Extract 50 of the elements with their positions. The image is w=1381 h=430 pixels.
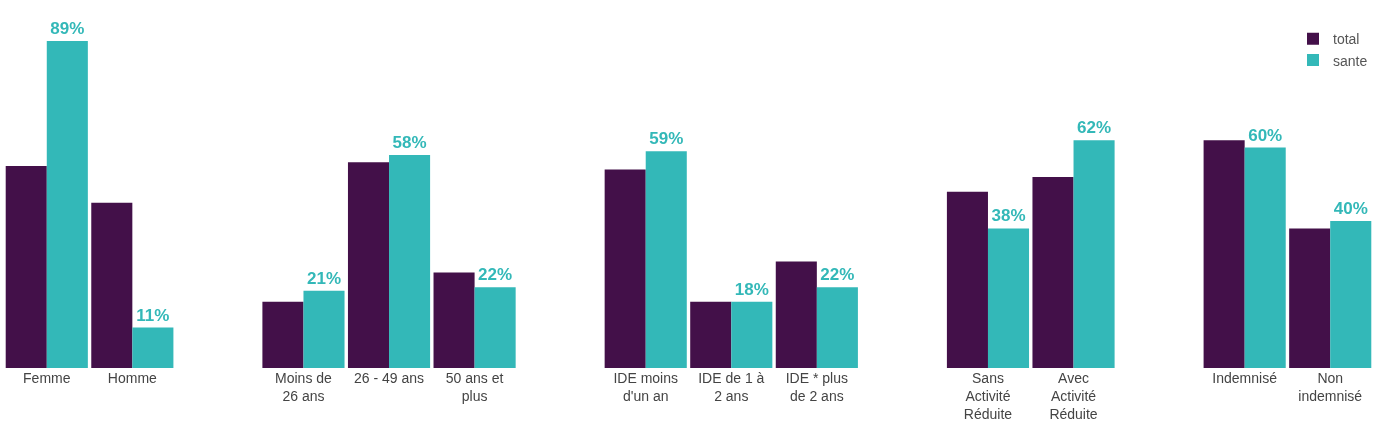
x-tick-label: IDE moins d'un an: [613, 370, 679, 405]
bar: [474, 287, 516, 368]
bar: [347, 162, 390, 368]
bar: [389, 154, 431, 368]
data-label: 11%: [136, 305, 170, 325]
bar: [303, 290, 345, 368]
bar: [5, 165, 47, 368]
bar: [91, 202, 133, 368]
x-tick-label: 26 - 49 ans: [354, 370, 425, 386]
bar: [645, 151, 687, 368]
bar: [1032, 176, 1074, 368]
x-tick-label: Non indemnisé: [1298, 370, 1363, 405]
legend-label: sante: [1333, 52, 1368, 69]
x-tick-label: Homme: [107, 370, 158, 386]
bar: [132, 327, 174, 368]
x-tick-label: Femme: [23, 370, 71, 386]
bar: [604, 169, 646, 368]
data-label: 22%: [478, 265, 513, 285]
bar: [946, 191, 988, 368]
x-tick-label: Avec Activité Réduite: [1049, 370, 1098, 423]
bar: [1289, 228, 1331, 368]
data-label: 22%: [820, 265, 855, 285]
bar: [1330, 221, 1372, 368]
bar: [816, 287, 858, 368]
data-label: 89%: [50, 19, 85, 39]
data-label: 40%: [1333, 199, 1368, 219]
bar: [731, 301, 773, 368]
x-tick-label: Indemnisé: [1212, 370, 1278, 386]
data-label: 62%: [1077, 118, 1112, 138]
data-label: 60%: [1248, 125, 1283, 145]
bar: [46, 41, 88, 368]
data-label: 21%: [306, 268, 342, 288]
bar: [1073, 140, 1115, 368]
bar: [433, 272, 475, 368]
x-tick-label: IDE de 1 à 2 ans: [698, 370, 765, 405]
bar: [775, 261, 817, 368]
legend-label: total: [1333, 31, 1360, 48]
data-label: 58%: [392, 132, 427, 152]
bar: [1244, 147, 1286, 368]
bar: [987, 228, 1030, 368]
bar: [690, 301, 732, 368]
data-label: 18%: [734, 279, 769, 299]
bar: [1203, 140, 1245, 368]
x-tick-label: 50 ans et plus: [445, 370, 504, 405]
x-tick-label: IDE * plus de 2 ans: [785, 370, 848, 405]
bar: [262, 301, 304, 368]
data-label: 38%: [991, 206, 1026, 226]
x-tick-label: Moins de 26 ans: [275, 370, 333, 405]
x-tick-label: Sans Activité Réduite: [963, 370, 1013, 423]
data-label: 59%: [649, 129, 684, 149]
